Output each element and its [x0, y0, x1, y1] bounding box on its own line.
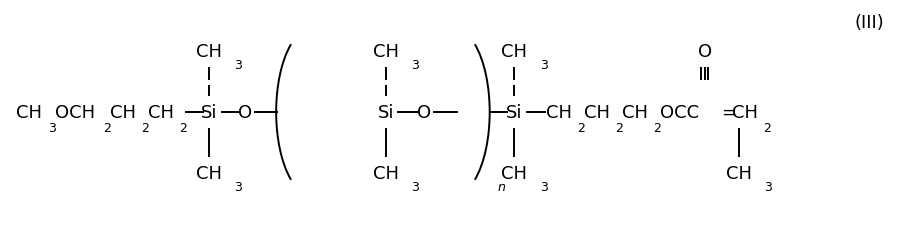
Text: CH: CH: [502, 164, 527, 182]
Text: CH: CH: [148, 104, 174, 122]
Text: 2: 2: [653, 122, 661, 135]
Text: 3: 3: [540, 59, 548, 72]
Text: CH: CH: [546, 104, 572, 122]
Text: Si: Si: [201, 104, 217, 122]
Text: O: O: [238, 104, 252, 122]
Text: CH: CH: [196, 43, 222, 61]
Text: CH: CH: [726, 164, 751, 182]
Text: 3: 3: [234, 59, 242, 72]
Text: CH: CH: [502, 43, 527, 61]
Text: 3: 3: [540, 180, 548, 193]
Text: 2: 2: [615, 122, 623, 135]
Text: Si: Si: [506, 104, 523, 122]
Text: 2: 2: [141, 122, 150, 135]
Text: 3: 3: [411, 59, 419, 72]
Text: CH: CH: [16, 104, 42, 122]
Text: CH: CH: [196, 164, 222, 182]
Text: O: O: [417, 104, 432, 122]
Text: CH: CH: [584, 104, 610, 122]
Text: 3: 3: [764, 180, 772, 193]
Text: 3: 3: [234, 180, 242, 193]
Text: 3: 3: [48, 122, 56, 135]
Text: CH: CH: [373, 43, 398, 61]
Text: =: =: [721, 104, 736, 122]
Text: O: O: [697, 43, 712, 61]
Text: CH: CH: [622, 104, 648, 122]
Text: 2: 2: [179, 122, 187, 135]
Text: OCH: OCH: [55, 104, 96, 122]
Text: n: n: [497, 180, 505, 193]
Text: (III): (III): [854, 14, 885, 32]
Text: CH: CH: [732, 104, 758, 122]
Text: 2: 2: [104, 122, 112, 135]
Text: 2: 2: [578, 122, 586, 135]
Text: OCC: OCC: [660, 104, 698, 122]
Text: CH: CH: [110, 104, 136, 122]
Text: CH: CH: [373, 164, 398, 182]
Text: Si: Si: [378, 104, 394, 122]
Text: 2: 2: [763, 122, 771, 135]
Text: 3: 3: [411, 180, 419, 193]
